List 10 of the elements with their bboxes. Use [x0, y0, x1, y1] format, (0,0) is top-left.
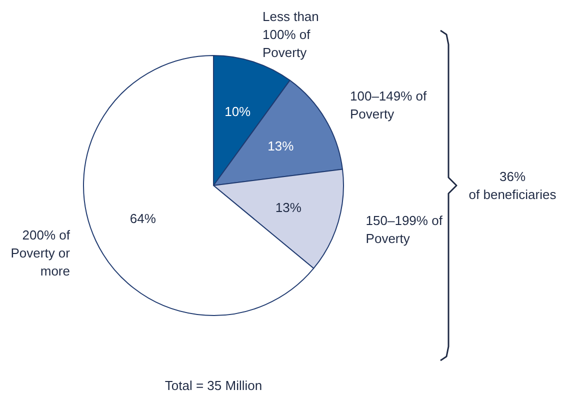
text: Total = 35 Million [164, 378, 262, 393]
slice-label: Less than 100% of Poverty [262, 9, 319, 60]
slice-label: 100–149% of Poverty [350, 88, 428, 122]
data-label: 13% [268, 138, 294, 154]
data-label: 10% [224, 104, 252, 119]
slice-label: 150–199% of Poverty [366, 213, 443, 246]
slice-label: 200% of Poverty or more [10, 228, 71, 279]
text: 36% of beneficiaries [468, 169, 557, 202]
data-label: 13% [275, 200, 302, 215]
data-label: 64% [130, 211, 156, 226]
